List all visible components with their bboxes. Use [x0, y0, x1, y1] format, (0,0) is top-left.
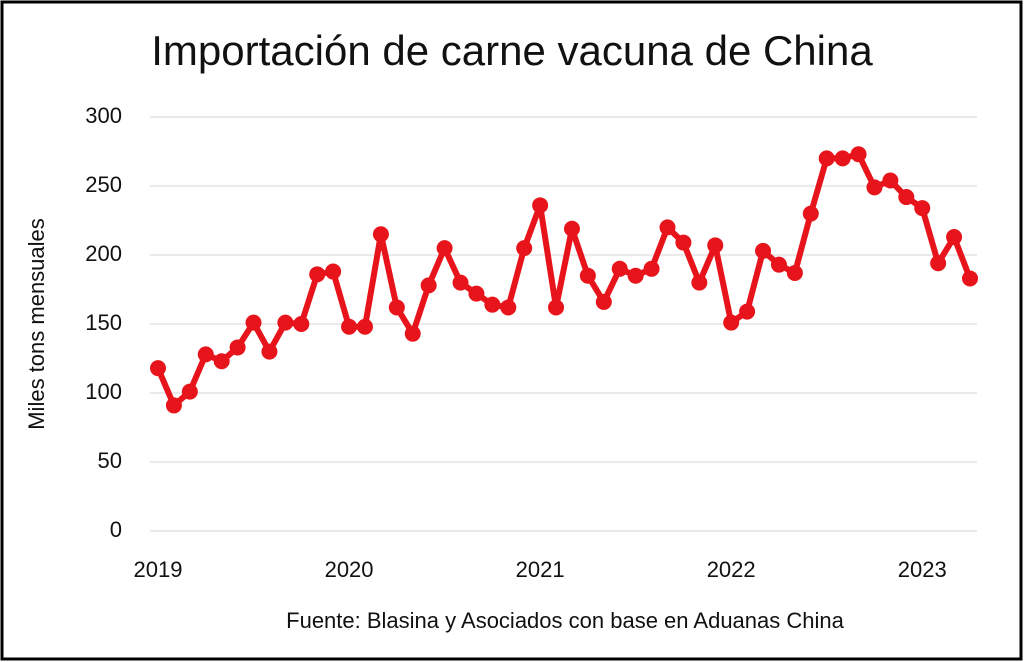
- point: [898, 189, 915, 206]
- point: [356, 318, 373, 335]
- x-tick-label: 2020: [325, 557, 374, 582]
- point: [627, 267, 644, 284]
- point: [388, 299, 405, 316]
- y-tick-label: 200: [85, 241, 122, 266]
- point: [643, 260, 660, 277]
- point: [197, 346, 214, 363]
- point: [675, 234, 692, 251]
- grid: 0 50 100 150 200 250 300 2019 2020 2021 2022 2023: [85, 103, 977, 582]
- point: [707, 237, 724, 254]
- chart-title: Importación de carne vacuna de China: [151, 27, 873, 74]
- point: [484, 296, 501, 313]
- point: [930, 255, 947, 272]
- point: [786, 264, 803, 281]
- y-tick-label: 150: [85, 310, 122, 335]
- point: [165, 397, 182, 414]
- point: [563, 220, 580, 237]
- point: [611, 260, 628, 277]
- point: [850, 146, 867, 163]
- point: [595, 293, 612, 310]
- point: [293, 316, 310, 332]
- y-tick-label: 50: [98, 448, 122, 473]
- point: [229, 339, 246, 356]
- point: [452, 274, 469, 291]
- point: [245, 314, 262, 331]
- point: [834, 150, 851, 167]
- point: [548, 299, 565, 316]
- point: [962, 270, 978, 287]
- point: [723, 314, 740, 331]
- source-note: Fuente: Blasina y Asociados con base en …: [286, 608, 844, 633]
- point: [802, 205, 819, 222]
- point: [691, 274, 708, 291]
- point: [420, 277, 437, 294]
- x-tick-label: 2021: [516, 557, 565, 582]
- point: [739, 303, 756, 320]
- point: [532, 197, 549, 214]
- y-tick-label: 100: [85, 379, 122, 404]
- plot: [150, 146, 978, 414]
- y-tick-label: 250: [85, 172, 122, 197]
- point: [213, 353, 230, 370]
- point: [770, 256, 787, 273]
- point: [516, 240, 533, 257]
- y-tick-label: 0: [110, 517, 122, 542]
- y-axis-label: Miles tons mensuales: [24, 218, 49, 430]
- x-tick-label: 2019: [134, 557, 183, 582]
- point: [946, 229, 963, 246]
- point: [818, 150, 835, 167]
- point: [500, 299, 517, 316]
- point: [404, 325, 421, 342]
- x-tick-label: 2023: [898, 557, 947, 582]
- point: [341, 318, 358, 335]
- point: [261, 343, 278, 360]
- point: [309, 266, 326, 283]
- point: [882, 172, 899, 189]
- point: [755, 242, 772, 259]
- point: [866, 179, 883, 196]
- point: [436, 240, 453, 257]
- point: [372, 226, 389, 243]
- point: [579, 267, 596, 284]
- point: [468, 285, 485, 302]
- x-tick-label: 2022: [707, 557, 756, 582]
- point: [181, 383, 198, 400]
- y-tick-label: 300: [85, 103, 122, 128]
- point: [914, 200, 931, 217]
- point: [325, 263, 342, 280]
- point: [659, 219, 676, 236]
- point: [277, 314, 294, 331]
- point: [150, 360, 166, 377]
